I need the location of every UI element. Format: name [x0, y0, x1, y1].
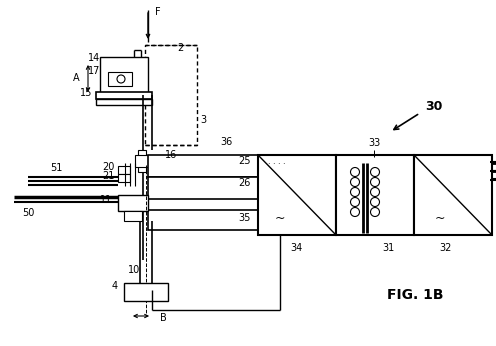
Bar: [414, 155, 492, 235]
Text: 51: 51: [50, 163, 62, 173]
Text: F: F: [155, 7, 161, 17]
Text: 4: 4: [112, 281, 118, 291]
Text: 2: 2: [177, 43, 183, 53]
Bar: [118, 174, 130, 182]
Text: ~: ~: [275, 211, 285, 225]
Text: 14: 14: [88, 53, 100, 63]
Text: 3: 3: [200, 115, 206, 125]
Text: 20: 20: [103, 162, 115, 172]
Bar: [100, 57, 148, 95]
Bar: [145, 45, 197, 145]
Bar: [148, 177, 296, 199]
Text: ~: ~: [435, 211, 445, 225]
Bar: [258, 155, 336, 235]
Text: 21: 21: [103, 171, 115, 181]
Text: 36: 36: [220, 137, 232, 147]
Text: 31: 31: [382, 243, 394, 253]
Bar: [124, 283, 168, 301]
Bar: [135, 155, 150, 167]
Text: 26: 26: [238, 178, 250, 188]
Bar: [118, 166, 130, 174]
Text: 17: 17: [88, 66, 100, 76]
Text: .: .: [282, 157, 284, 166]
Bar: [148, 155, 296, 177]
Text: 10: 10: [128, 265, 140, 275]
Text: 50: 50: [22, 208, 34, 218]
Bar: [124, 211, 142, 221]
Text: 15: 15: [80, 88, 92, 98]
Text: 32: 32: [439, 243, 452, 253]
Bar: [148, 210, 296, 230]
Text: 25: 25: [238, 156, 250, 166]
Bar: [108, 72, 132, 86]
Text: 35: 35: [238, 213, 250, 223]
Text: .: .: [277, 157, 279, 166]
Text: B: B: [160, 313, 167, 323]
Text: .: .: [272, 157, 274, 166]
Bar: [96, 92, 152, 99]
Bar: [138, 150, 146, 172]
Bar: [336, 155, 414, 235]
Bar: [118, 195, 148, 211]
Text: 11: 11: [100, 195, 112, 205]
Text: 16: 16: [165, 150, 177, 160]
Text: .: .: [267, 157, 269, 166]
Text: FIG. 1B: FIG. 1B: [387, 288, 443, 302]
Bar: [96, 99, 152, 105]
Text: 33: 33: [368, 138, 380, 148]
Text: 30: 30: [425, 100, 442, 113]
Text: A: A: [73, 73, 80, 83]
Text: 34: 34: [290, 243, 302, 253]
